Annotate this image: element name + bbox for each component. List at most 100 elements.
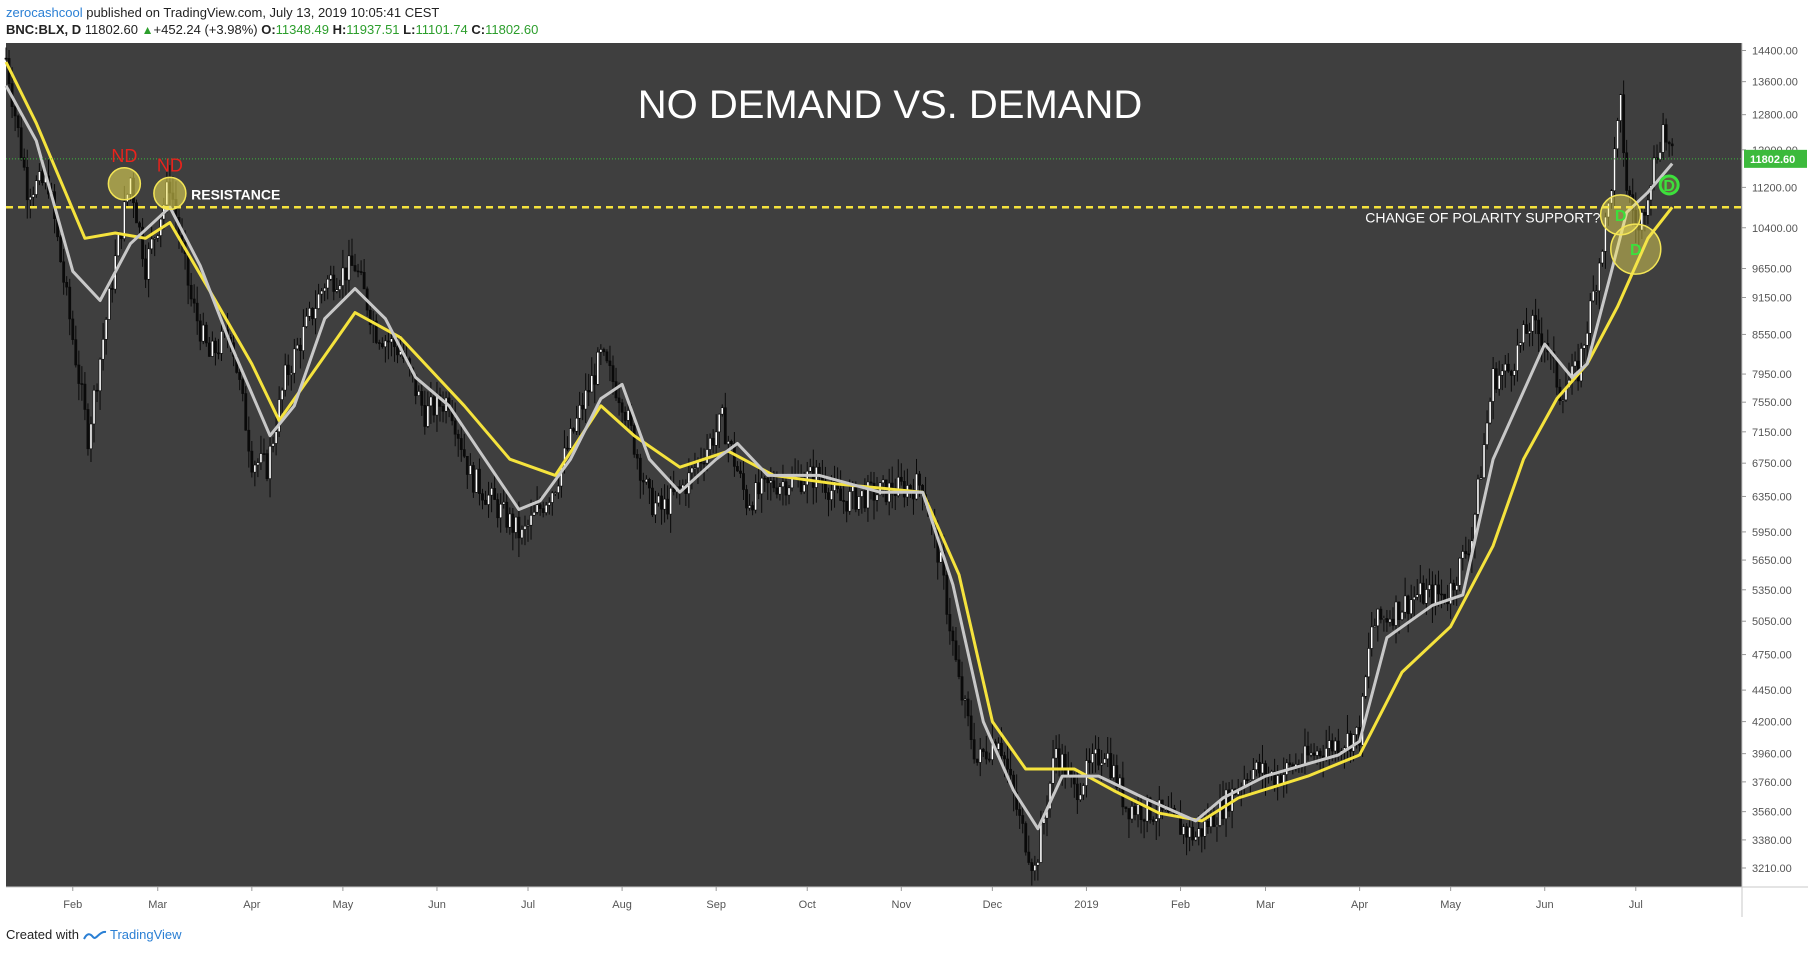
candle-body <box>654 502 657 516</box>
candle-body <box>508 513 512 528</box>
candle-body <box>1573 360 1577 367</box>
candle-body <box>572 428 575 432</box>
candle-body <box>471 465 475 493</box>
candle-body <box>717 413 721 433</box>
up-arrow-icon: ▲ <box>141 23 154 37</box>
candle-body <box>672 487 676 493</box>
candle-body <box>1051 757 1055 784</box>
candle-body <box>648 479 651 489</box>
candle-body <box>314 308 317 319</box>
candle-body <box>975 758 979 763</box>
candle-body <box>1531 315 1534 332</box>
candle-body <box>1613 148 1616 192</box>
candle-body <box>987 758 991 761</box>
candle-body <box>1273 771 1277 786</box>
candle-body <box>830 490 833 500</box>
chart-header: zerocashcool published on TradingView.co… <box>6 4 538 39</box>
candle-body <box>581 405 585 410</box>
candle-body <box>311 307 314 319</box>
candle-body <box>16 115 20 129</box>
candle-body <box>456 433 460 439</box>
candle-body <box>1136 804 1140 815</box>
candle-body <box>535 504 539 513</box>
candle-body <box>945 574 949 615</box>
author-link[interactable]: zerocashcool <box>6 5 83 20</box>
candle-body <box>1385 618 1389 623</box>
candle-body <box>711 437 715 446</box>
candle-body <box>31 194 35 198</box>
candle-body <box>305 315 308 327</box>
candle-body <box>772 480 776 489</box>
candle-body <box>25 166 29 201</box>
candle-body <box>453 420 457 435</box>
price-tick-label: 6750.00 <box>1752 458 1792 470</box>
last-price: 11802.60 <box>84 22 138 37</box>
candle-body <box>842 500 846 502</box>
price-axis[interactable] <box>1742 43 1808 887</box>
candle-body <box>1437 584 1440 595</box>
time-tick-label: May <box>1440 899 1461 911</box>
candle-body <box>220 331 223 354</box>
time-tick-label: Mar <box>1256 899 1275 911</box>
candle-body <box>1367 648 1371 678</box>
candle-body <box>1288 762 1292 766</box>
price-tick-label: 12800.00 <box>1752 110 1798 122</box>
candle-body <box>1409 599 1413 615</box>
candle-body <box>59 236 63 263</box>
candle-body <box>763 477 767 480</box>
candle-body <box>101 339 105 360</box>
candle-body <box>1631 194 1635 211</box>
candle-body <box>68 286 72 320</box>
price-tick-label: 6350.00 <box>1752 491 1792 503</box>
candle-body <box>960 676 964 701</box>
candle-body <box>657 495 660 504</box>
candle-body <box>1212 813 1216 827</box>
candle-body <box>195 302 199 322</box>
candle-body <box>1640 212 1644 231</box>
candle-body <box>514 516 518 533</box>
candle-body <box>781 481 785 488</box>
time-axis[interactable] <box>6 887 1742 917</box>
price-tick-label: 4450.00 <box>1752 685 1792 697</box>
candle-body <box>1182 826 1185 835</box>
candle-body <box>490 488 493 496</box>
price-tick-label: 7550.00 <box>1752 397 1792 409</box>
candle-body <box>954 640 958 661</box>
candle-body <box>1525 324 1528 334</box>
d-label: D <box>1615 208 1627 225</box>
candle-body <box>1440 593 1443 596</box>
candle-body <box>1607 202 1610 218</box>
candle-body <box>1306 745 1310 756</box>
candle-body <box>462 449 466 457</box>
candle-body <box>1060 753 1064 769</box>
candle-body <box>1449 582 1453 605</box>
candle-body <box>478 468 481 494</box>
candle-body <box>863 490 867 509</box>
candle-body <box>1670 143 1674 147</box>
candle-body <box>332 274 336 292</box>
candle-body <box>1139 804 1143 820</box>
candle-body <box>1200 828 1204 837</box>
candle-body <box>338 285 342 290</box>
candle-body <box>602 349 606 353</box>
candle-body <box>329 274 333 280</box>
candle-body <box>1479 477 1483 480</box>
candle-body <box>951 630 955 642</box>
candle-body <box>663 498 666 510</box>
candle-body <box>138 222 141 228</box>
d-circle <box>1658 174 1680 196</box>
time-tick-label: Oct <box>799 899 816 911</box>
footer: Created with TradingView <box>6 927 182 942</box>
time-tick-label: Nov <box>892 899 912 911</box>
symbol-label[interactable]: BNC:BLX, D <box>6 22 82 37</box>
candle-body <box>441 406 445 412</box>
tradingview-brand-link[interactable]: TradingView <box>109 927 182 942</box>
candle-body <box>918 473 921 486</box>
candle-body <box>720 407 724 415</box>
candle-body <box>538 504 542 509</box>
candle-body <box>626 410 630 421</box>
candle-body <box>593 375 597 385</box>
plot-area[interactable] <box>6 43 1742 887</box>
candle-body <box>110 288 114 290</box>
